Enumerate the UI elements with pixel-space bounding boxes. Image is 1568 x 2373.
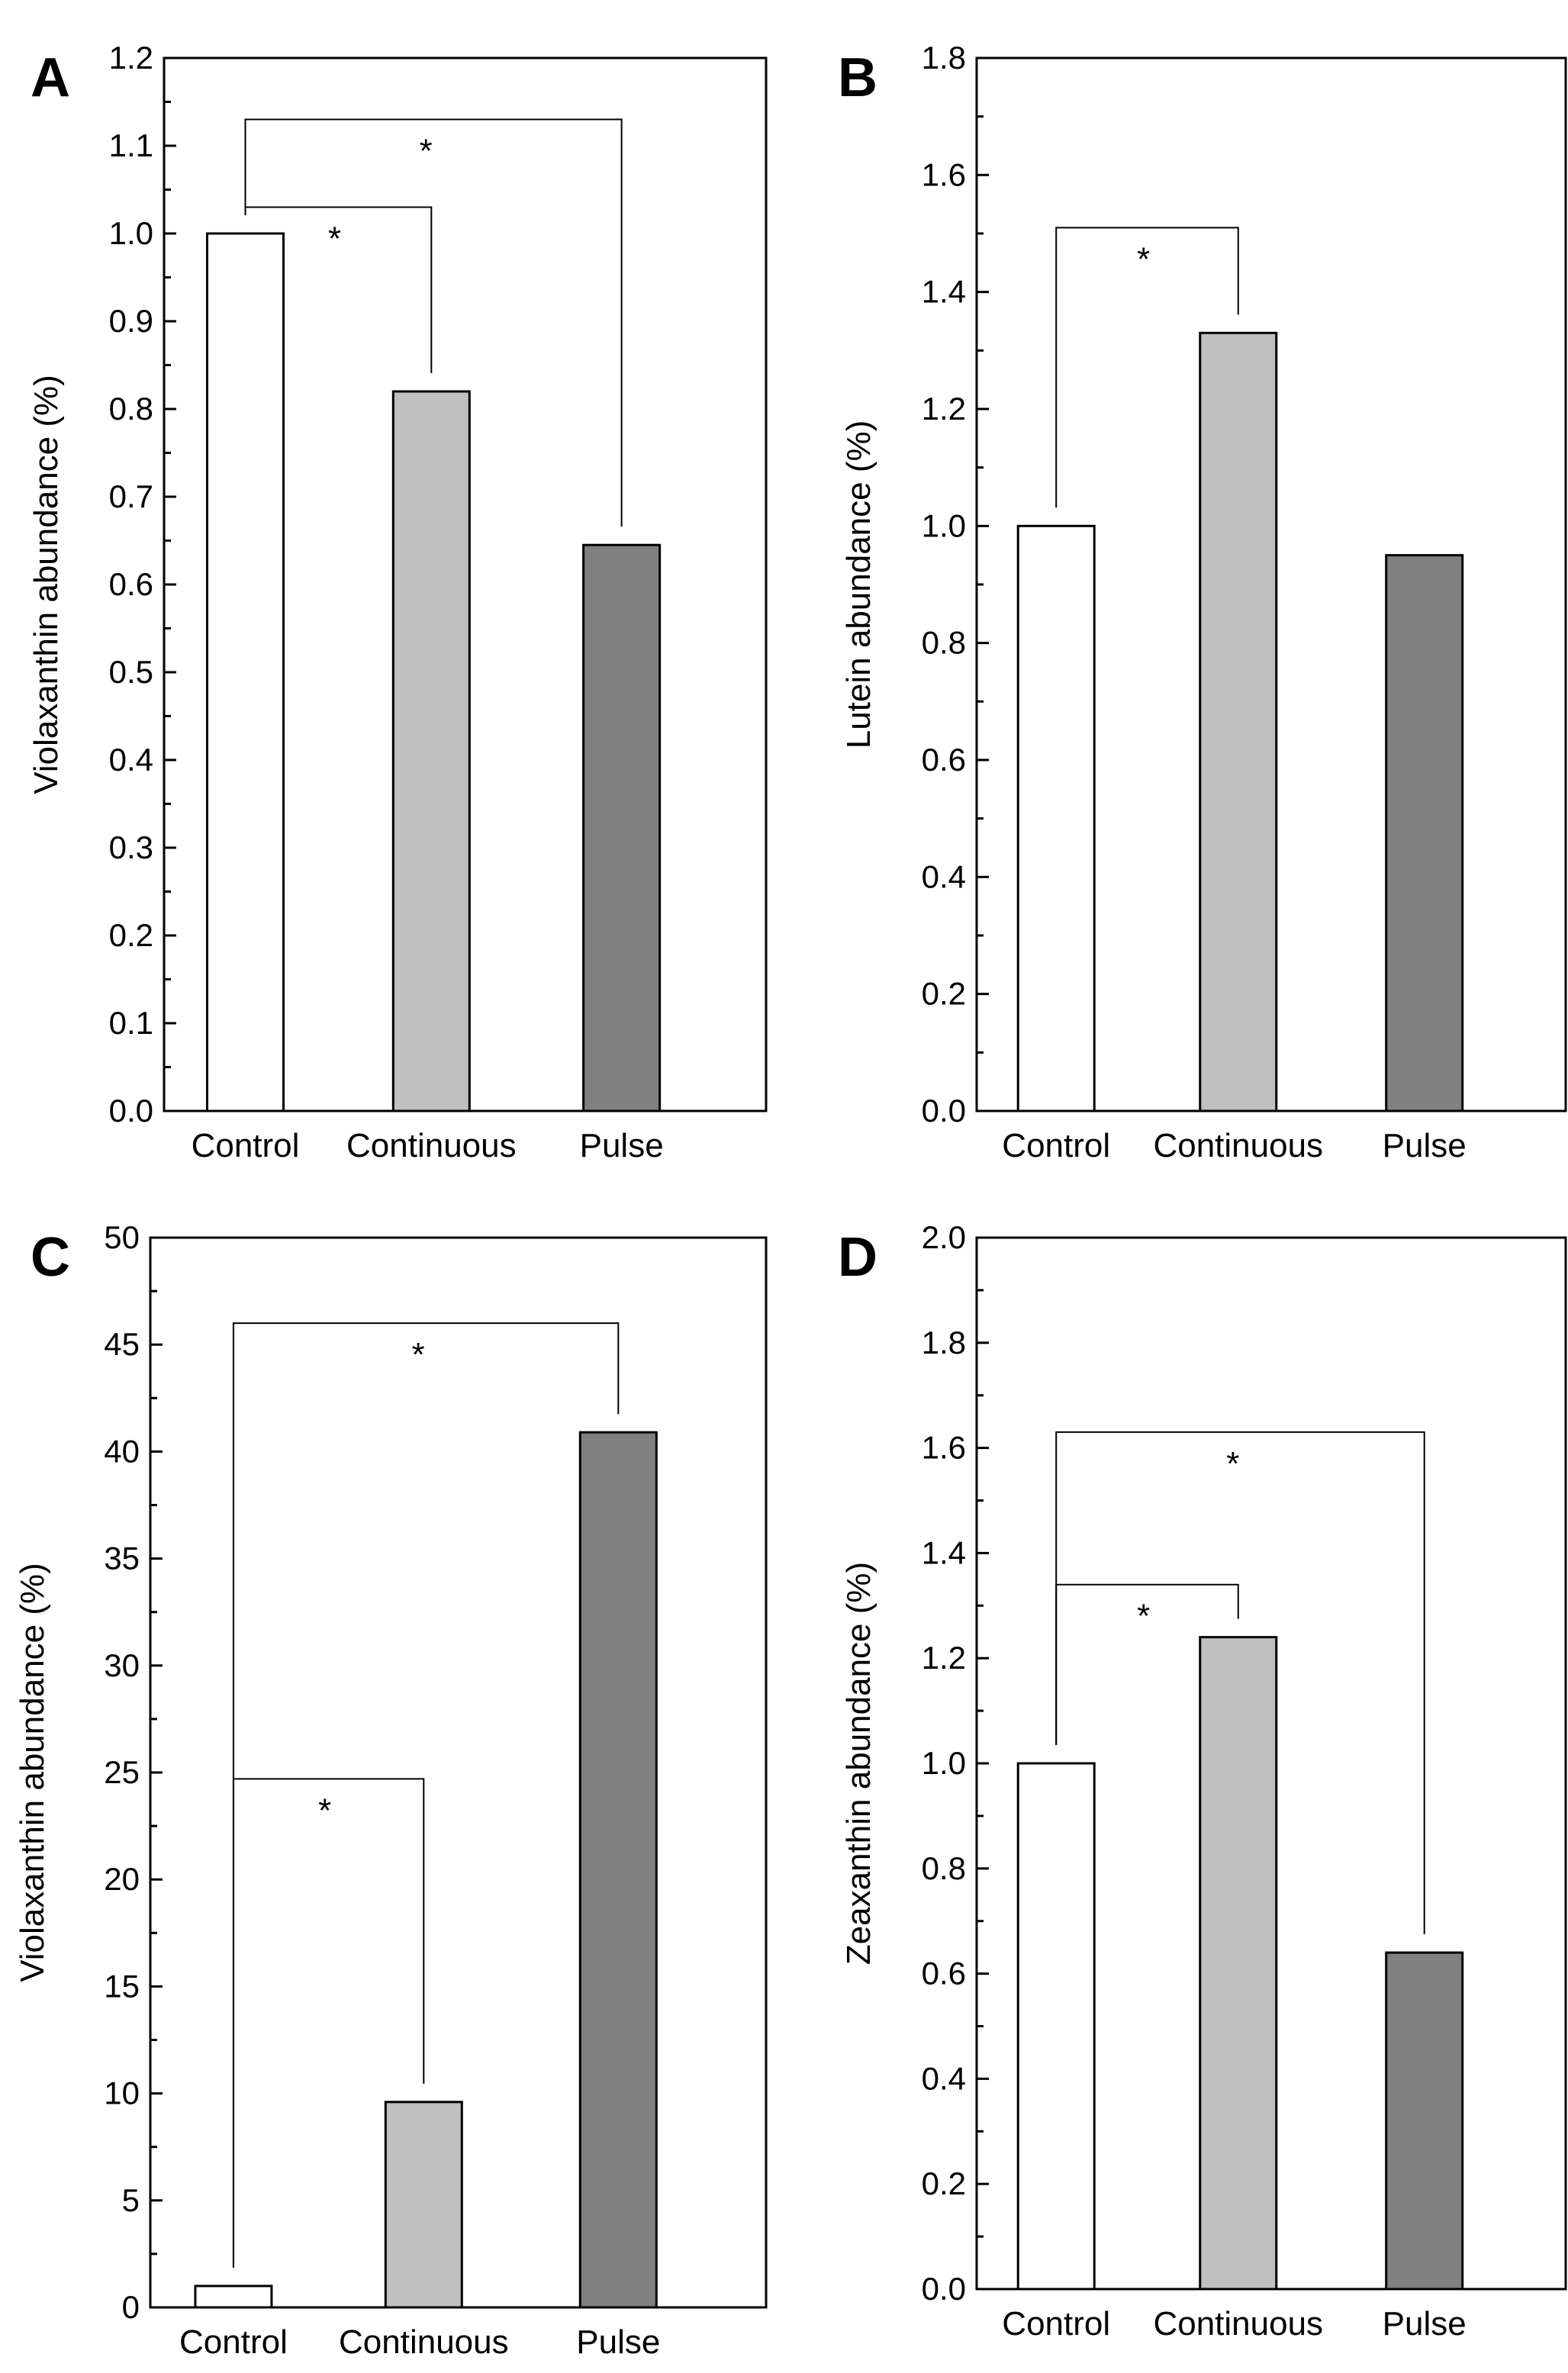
panel-d-significance-bracket <box>1055 1431 1425 1935</box>
panel-a-ytick-label: 0.4 <box>109 742 153 778</box>
panel-c-ytick-label: 45 <box>104 1326 140 1362</box>
panel-d-ytick-label: 1.4 <box>922 1534 966 1570</box>
panel-a-ytick-label: 1.2 <box>109 40 153 76</box>
panel-c-category-label: Control <box>179 2323 288 2361</box>
panel-c-ytick-label: 50 <box>104 1219 140 1255</box>
panel-b-category-label: Pulse <box>1383 1127 1467 1164</box>
panel-d-bar-pulse <box>1385 1951 1464 2291</box>
panel-b-ytick-label: 0.8 <box>922 625 966 661</box>
panel-a-ytick-label: 0.5 <box>109 654 153 690</box>
panel-b-ytick-label: 1.2 <box>922 391 966 427</box>
panel-b-bar-pulse <box>1385 554 1464 1112</box>
panel-d-category-label: Pulse <box>1383 2305 1467 2342</box>
panel-b-ytick-label: 0.2 <box>922 976 966 1012</box>
panel-a-significance-star: * <box>420 133 433 170</box>
panel-a-ytick-label: 0.9 <box>109 303 153 339</box>
panel-a-ylabel: Violaxanthin abundance (%) <box>27 375 65 794</box>
panel-b-ytick-label: 1.0 <box>922 507 966 543</box>
panel-d-bar-continuous <box>1199 1636 1278 2291</box>
panel-a-ytick-label: 0.1 <box>109 1005 153 1041</box>
panel-a-letter: A <box>31 47 70 108</box>
panel-d-ytick-label: 1.2 <box>922 1640 966 1676</box>
panel-b-category-label: Control <box>1002 1127 1110 1164</box>
panel-b-ytick-label: 0.4 <box>922 858 966 894</box>
panel-b-bar-control <box>1016 524 1096 1112</box>
panel-a-bar-pulse <box>582 543 662 1112</box>
panel-c-ytick-label: 15 <box>104 1968 140 2004</box>
panel-d-significance-star: * <box>1226 1445 1239 1483</box>
panel-d-ytick-label: 1.8 <box>922 1325 966 1360</box>
panel-a: A 0.0 0.1 0.2 0.3 0.4 0.5 0.6 0.7 0.8 0.9 1.0 1.1 1.2… <box>27 40 768 1164</box>
panel-b-ylabel: Lutein abundance (%) <box>840 420 877 749</box>
panel-d-ytick-label: 0.0 <box>922 2271 966 2307</box>
panel-d-category-label: Control <box>1002 2305 1110 2342</box>
panel-a-ytick-label: 0.0 <box>109 1093 153 1129</box>
panel-c-significance-star: * <box>318 1792 331 1829</box>
panel-d-significance-star: * <box>1137 1598 1150 1635</box>
panel-b-ytick-label: 0.6 <box>922 742 966 778</box>
panel-b-frame <box>975 56 1567 1112</box>
panel-b-ytick-label: 1.8 <box>922 40 966 76</box>
panel-c-significance-star: * <box>411 1336 424 1373</box>
panel-a-category-label: Continuous <box>346 1127 517 1164</box>
panel-d: D 0.0 0.2 0.4 0.6 0.8 1.0 1.2 1.4 1.6 1.8 2.0 Contro… <box>838 1219 1567 2342</box>
panel-d-ylabel: Zeaxanthin abundance (%) <box>840 1562 877 1965</box>
panel-b-significance-star: * <box>1137 240 1150 278</box>
panel-d-ytick-label: 2.0 <box>922 1219 966 1255</box>
panel-c-letter: C <box>31 1227 70 1288</box>
panel-b-letter: B <box>838 47 877 108</box>
panel-d-category-label: Continuous <box>1153 2305 1323 2342</box>
panel-d-bar-control <box>1016 1762 1096 2291</box>
panel-a-category-label: Pulse <box>580 1127 664 1164</box>
panel-c-ytick-label: 35 <box>104 1541 140 1576</box>
panel-d-ytick-label: 0.4 <box>922 2060 966 2096</box>
panel-c: C 0 5 10 15 20 25 30 35 40 45 50 Control Continuous Pu… <box>14 1219 768 2361</box>
panel-a-bar-control <box>206 232 285 1112</box>
panel-c-ytick-label: 10 <box>104 2075 140 2111</box>
panel-a-significance-bracket <box>244 118 623 527</box>
panel-c-ylabel: Violaxanthin abundance (%) <box>14 1563 51 1982</box>
panel-b: B 0.0 0.2 0.4 0.6 0.8 1.0 1.2 1.4 1.6 1.8 Control Co… <box>838 40 1567 1164</box>
panel-c-ytick-label: 0 <box>122 2289 140 2325</box>
panel-c-frame <box>149 1236 768 2309</box>
panel-b-category-label: Continuous <box>1153 1127 1323 1164</box>
panel-c-ytick-label: 30 <box>104 1647 140 1683</box>
panel-c-ytick-label: 25 <box>104 1754 140 1790</box>
panel-a-ytick-label: 0.3 <box>109 829 153 865</box>
panel-d-ytick-label: 0.8 <box>922 1850 966 1886</box>
panel-b-ytick-label: 1.4 <box>922 274 966 310</box>
panel-d-ytick-label: 0.6 <box>922 1956 966 1991</box>
panel-d-letter: D <box>838 1227 877 1288</box>
panel-a-frame <box>163 56 768 1112</box>
panel-d-ytick-label: 0.2 <box>922 2165 966 2201</box>
panel-a-ytick-label: 0.6 <box>109 566 153 602</box>
panel-b-bar-continuous <box>1199 331 1278 1112</box>
panel-d-ytick-label: 1.0 <box>922 1745 966 1781</box>
panel-c-bar-control <box>194 2284 273 2309</box>
panel-c-significance-bracket <box>232 1322 620 2268</box>
panel-a-ytick-label: 0.2 <box>109 917 153 953</box>
panel-a-ytick-label: 1.1 <box>109 127 153 163</box>
panel-a-ytick-label: 1.0 <box>109 215 153 251</box>
panel-b-ytick-label: 1.6 <box>922 156 966 192</box>
panel-c-bar-continuous <box>384 2101 463 2309</box>
panel-a-ytick-label: 0.7 <box>109 478 153 514</box>
panel-a-bar-continuous <box>391 390 471 1112</box>
panel-b-ytick-label: 0.0 <box>922 1093 966 1129</box>
panel-b-significance-bracket <box>1055 227 1239 508</box>
panel-c-ytick-label: 5 <box>122 2182 140 2218</box>
panel-c-ytick-label: 40 <box>104 1433 140 1469</box>
panel-d-frame <box>975 1236 1567 2291</box>
panel-d-ytick-label: 1.6 <box>922 1430 966 1466</box>
panel-c-bar-pulse <box>578 1431 658 2309</box>
panel-a-significance-star: * <box>328 221 341 258</box>
panel-c-category-label: Pulse <box>576 2323 660 2361</box>
panel-a-ytick-label: 0.8 <box>109 391 153 427</box>
panel-c-category-label: Continuous <box>339 2323 509 2361</box>
panel-a-category-label: Control <box>192 1127 300 1164</box>
panel-c-ytick-label: 20 <box>104 1861 140 1897</box>
